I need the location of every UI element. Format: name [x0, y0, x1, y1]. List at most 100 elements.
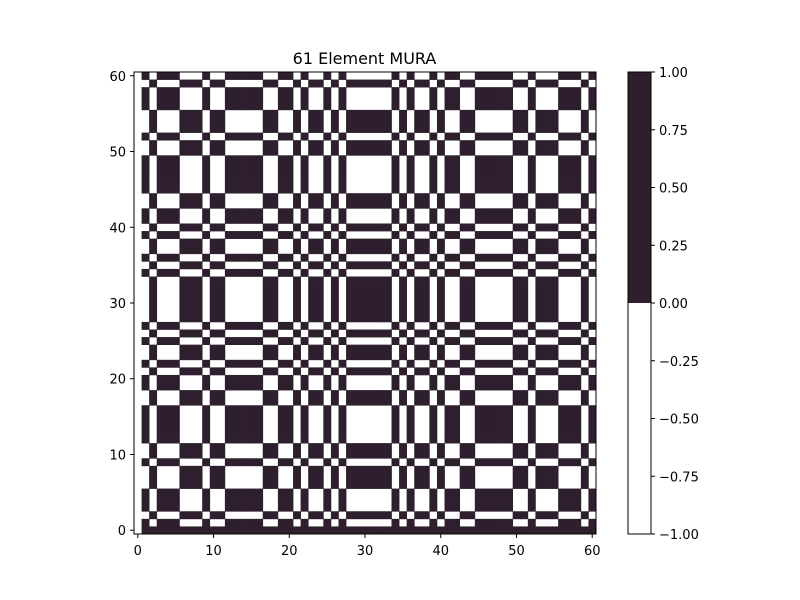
- heatmap-cell: [588, 215, 597, 224]
- heatmap-cell: [459, 193, 468, 202]
- heatmap-cell: [436, 329, 445, 338]
- heatmap-cell: [414, 276, 423, 285]
- heatmap-cell: [489, 518, 498, 527]
- heatmap-cell: [383, 238, 392, 247]
- heatmap-cell: [588, 178, 597, 186]
- heatmap-cell: [361, 147, 370, 156]
- heatmap-cell: [474, 359, 483, 368]
- heatmap-cell: [565, 382, 574, 391]
- heatmap-cell: [353, 117, 362, 126]
- heatmap-cell: [361, 443, 370, 452]
- heatmap-cell: [224, 412, 233, 421]
- heatmap-cell: [573, 526, 582, 535]
- heatmap-cell: [391, 359, 400, 368]
- heatmap-cell: [209, 511, 218, 520]
- heatmap-cell: [240, 435, 248, 444]
- heatmap-cell: [361, 526, 370, 535]
- heatmap-cell: [224, 427, 233, 436]
- heatmap-cell: [550, 246, 559, 255]
- heatmap-cell: [187, 390, 195, 399]
- heatmap-cell: [391, 178, 400, 186]
- heatmap-cell: [459, 390, 468, 399]
- heatmap-cell: [512, 443, 521, 452]
- heatmap-cell: [535, 390, 544, 399]
- heatmap-cell: [277, 503, 286, 512]
- heatmap-cell: [436, 473, 445, 482]
- heatmap-cell: [474, 458, 483, 467]
- heatmap-cell: [535, 147, 544, 156]
- heatmap-cell: [527, 321, 536, 330]
- heatmap-cell: [247, 94, 256, 103]
- heatmap-cell: [444, 185, 453, 194]
- heatmap-cell: [141, 337, 150, 346]
- heatmap-cell: [565, 374, 574, 383]
- heatmap-cell: [240, 72, 248, 80]
- heatmap-cell: [187, 397, 195, 406]
- heatmap-cell: [277, 268, 286, 277]
- heatmap-cell: [232, 518, 241, 527]
- heatmap-cell: [149, 526, 158, 535]
- heatmap-cell: [542, 276, 551, 285]
- heatmap-cell: [285, 337, 294, 346]
- heatmap-cell: [171, 420, 180, 429]
- heatmap-cell: [308, 117, 317, 126]
- heatmap-cell: [164, 253, 173, 262]
- heatmap-cell: [406, 503, 415, 512]
- heatmap-cell: [558, 420, 567, 429]
- heatmap-cell: [406, 231, 415, 239]
- heatmap-cell: [149, 223, 158, 232]
- heatmap-cell: [293, 299, 301, 308]
- heatmap-cell: [156, 162, 165, 171]
- heatmap-cell: [300, 178, 309, 186]
- heatmap-cell: [179, 390, 188, 399]
- heatmap-cell: [482, 178, 491, 186]
- heatmap-cell: [353, 276, 362, 285]
- heatmap-cell: [202, 374, 211, 383]
- heatmap-cell: [542, 480, 551, 489]
- heatmap-cell: [171, 185, 180, 194]
- heatmap-cell: [262, 450, 271, 459]
- heatmap-cell: [436, 480, 445, 489]
- heatmap-cell: [452, 526, 461, 535]
- heatmap-cell: [141, 526, 150, 535]
- heatmap-cell: [542, 465, 551, 474]
- heatmap-cell: [444, 374, 453, 383]
- heatmap-cell: [421, 193, 430, 202]
- heatmap-cell: [209, 125, 218, 133]
- heatmap-cell: [224, 518, 233, 527]
- heatmap-cell: [270, 238, 279, 247]
- heatmap-cell: [277, 208, 286, 217]
- heatmap-cell: [368, 306, 377, 315]
- heatmap-cell: [527, 503, 536, 512]
- heatmap-cell: [224, 374, 233, 383]
- heatmap-cell: [383, 397, 392, 406]
- heatmap-cell: [399, 526, 408, 535]
- heatmap-cell: [149, 397, 158, 406]
- heatmap-cell: [497, 427, 506, 436]
- heatmap-cell: [429, 488, 438, 497]
- heatmap-cell: [376, 367, 385, 376]
- heatmap-cell: [368, 390, 377, 399]
- heatmap-cell: [489, 185, 498, 194]
- heatmap-cell: [285, 496, 294, 505]
- heatmap-cell: [482, 526, 491, 535]
- heatmap-cell: [346, 238, 354, 247]
- heatmap-cell: [527, 359, 536, 368]
- heatmap-cell: [285, 102, 294, 111]
- heatmap-cell: [520, 79, 529, 88]
- heatmap-cell: [520, 443, 529, 452]
- heatmap-cell: [580, 147, 589, 156]
- heatmap-cell: [535, 526, 544, 535]
- heatmap-cell: [520, 291, 529, 300]
- heatmap-cell: [353, 284, 362, 292]
- heatmap-cell: [573, 102, 582, 111]
- heatmap-cell: [399, 473, 408, 482]
- heatmap-cell: [527, 185, 536, 194]
- heatmap-cell: [262, 238, 271, 247]
- heatmap-cell: [202, 526, 211, 535]
- heatmap-cell: [330, 193, 339, 202]
- heatmap-cell: [505, 253, 514, 262]
- heatmap-cell: [368, 344, 377, 353]
- heatmap-cell: [194, 261, 203, 270]
- heatmap-cell: [277, 178, 286, 186]
